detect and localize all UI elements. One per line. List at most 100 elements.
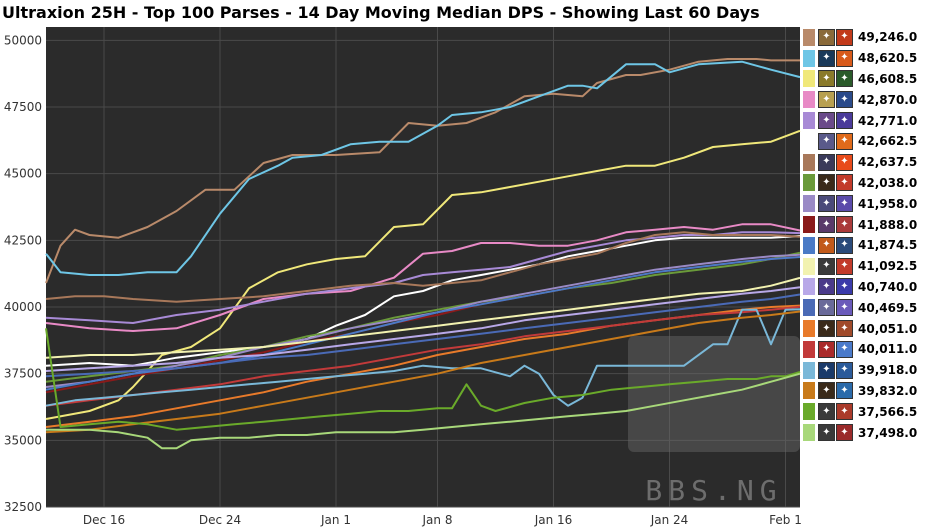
legend-swatch xyxy=(803,132,815,150)
legend-value: 40,740.0 xyxy=(858,279,918,294)
x-tick-label: Jan 24 xyxy=(650,513,689,527)
class-spec-icon: ✦ xyxy=(836,236,853,254)
class-spec-icon: ✦ xyxy=(818,174,835,192)
legend-item[interactable]: ✦ ✦ 40,469.5 xyxy=(803,297,931,318)
legend-value: 40,011.0 xyxy=(858,342,918,357)
series-line xyxy=(45,328,801,431)
legend-item[interactable]: ✦ ✦ 42,637.5 xyxy=(803,152,931,173)
class-spec-icon: ✦ xyxy=(836,70,853,88)
series-line xyxy=(45,231,801,303)
class-spec-icon: ✦ xyxy=(818,320,835,338)
legend-swatch xyxy=(803,28,815,46)
legend-item[interactable]: ✦ ✦ 40,051.0 xyxy=(803,318,931,339)
x-tick-label: Jan 8 xyxy=(422,513,453,527)
legend-swatch xyxy=(803,112,815,130)
y-tick-label: 32500 xyxy=(4,500,42,514)
class-spec-icon: ✦ xyxy=(836,403,853,421)
legend-item[interactable]: ✦ ✦ 49,246.0 xyxy=(803,27,931,48)
legend-value: 39,832.0 xyxy=(858,383,918,398)
series-line xyxy=(45,223,801,332)
legend-item[interactable]: ✦ ✦ 37,566.5 xyxy=(803,401,931,422)
legend-item[interactable]: ✦ ✦ 42,662.5 xyxy=(803,131,931,152)
class-spec-icon: ✦ xyxy=(818,28,835,46)
legend-item[interactable]: ✦ ✦ 39,918.0 xyxy=(803,360,931,381)
class-spec-icon: ✦ xyxy=(836,361,853,379)
legend-swatch xyxy=(803,257,815,275)
x-tick-label: Jan 1 xyxy=(320,513,351,527)
legend-item[interactable]: ✦ ✦ 37,498.0 xyxy=(803,422,931,443)
class-spec-icon: ✦ xyxy=(836,424,853,442)
x-tick-label: Dec 16 xyxy=(83,513,125,527)
series-line xyxy=(45,231,801,324)
class-spec-icon: ✦ xyxy=(836,299,853,317)
legend-swatch xyxy=(803,424,815,442)
legend-item[interactable]: ✦ ✦ 41,888.0 xyxy=(803,214,931,235)
legend-swatch xyxy=(803,382,815,400)
legend-swatch xyxy=(803,403,815,421)
y-tick-label: 40000 xyxy=(4,300,42,314)
legend-value: 37,498.0 xyxy=(858,425,918,440)
class-spec-icon: ✦ xyxy=(818,340,835,358)
legend-item[interactable]: ✦ ✦ 46,608.5 xyxy=(803,69,931,90)
series-line xyxy=(45,235,801,367)
class-spec-icon: ✦ xyxy=(818,195,835,213)
y-tick-label: 45000 xyxy=(4,167,42,181)
class-spec-icon: ✦ xyxy=(836,382,853,400)
legend-swatch xyxy=(803,70,815,88)
legend-swatch xyxy=(803,216,815,234)
class-spec-icon: ✦ xyxy=(836,28,853,46)
legend-item[interactable]: ✦ ✦ 41,092.5 xyxy=(803,256,931,277)
class-spec-icon: ✦ xyxy=(818,153,835,171)
legend-value: 42,662.5 xyxy=(858,134,918,149)
series-line xyxy=(45,293,801,378)
legend-swatch xyxy=(803,195,815,213)
legend-swatch xyxy=(803,236,815,254)
series-line xyxy=(45,276,801,359)
legend-value: 37,566.5 xyxy=(858,404,918,419)
legend-item[interactable]: ✦ ✦ 42,870.0 xyxy=(803,89,931,110)
legend-item[interactable]: ✦ ✦ 40,011.0 xyxy=(803,339,931,360)
legend-item[interactable]: ✦ ✦ 40,740.0 xyxy=(803,277,931,298)
legend-item[interactable]: ✦ ✦ 42,771.0 xyxy=(803,110,931,131)
series-line xyxy=(46,372,801,450)
y-tick-label: 42500 xyxy=(4,233,42,247)
legend-swatch xyxy=(803,361,815,379)
legend: ✦ ✦ 49,246.0 ✦ ✦ 48,620.5 ✦ ✦ 46,608.5 ✦ ✦ 42,870.0… xyxy=(803,27,931,443)
class-spec-icon: ✦ xyxy=(836,174,853,192)
legend-value: 41,888.0 xyxy=(858,217,918,232)
legend-item[interactable]: ✦ ✦ 41,958.0 xyxy=(803,193,931,214)
legend-swatch xyxy=(803,320,815,338)
y-tick-label: 47500 xyxy=(4,100,42,114)
series-line xyxy=(45,305,801,407)
class-spec-icon: ✦ xyxy=(836,132,853,150)
x-tick-label: Feb 1 xyxy=(769,513,802,527)
legend-value: 40,469.5 xyxy=(858,300,918,315)
class-spec-icon: ✦ xyxy=(836,49,853,67)
series-line xyxy=(45,310,801,434)
x-axis-ticks: Dec 16 Dec 24 Jan 1 Jan 8 Jan 16 Jan 24 Feb 1 xyxy=(83,513,802,527)
legend-value: 48,620.5 xyxy=(858,51,918,66)
class-spec-icon: ✦ xyxy=(818,49,835,67)
legend-value: 39,918.0 xyxy=(858,363,918,378)
legend-value: 42,038.0 xyxy=(858,175,918,190)
legend-item[interactable]: ✦ ✦ 42,038.0 xyxy=(803,173,931,194)
legend-item[interactable]: ✦ ✦ 41,874.5 xyxy=(803,235,931,256)
legend-value: 42,870.0 xyxy=(858,92,918,107)
class-spec-icon: ✦ xyxy=(818,91,835,109)
x-tick-label: Dec 24 xyxy=(199,513,241,527)
legend-swatch xyxy=(803,278,815,296)
legend-value: 46,608.5 xyxy=(858,71,918,86)
legend-swatch xyxy=(803,91,815,109)
class-spec-icon: ✦ xyxy=(818,257,835,275)
class-spec-icon: ✦ xyxy=(818,132,835,150)
legend-item[interactable]: ✦ ✦ 48,620.5 xyxy=(803,48,931,69)
legend-value: 42,637.5 xyxy=(858,155,918,170)
legend-item[interactable]: ✦ ✦ 39,832.0 xyxy=(803,381,931,402)
legend-value: 41,874.5 xyxy=(858,238,918,253)
legend-value: 41,958.0 xyxy=(858,196,918,211)
legend-value: 49,246.0 xyxy=(858,30,918,45)
legend-swatch xyxy=(803,174,815,192)
legend-swatch xyxy=(803,299,815,317)
class-spec-icon: ✦ xyxy=(818,361,835,379)
y-tick-label: 37500 xyxy=(4,367,42,381)
